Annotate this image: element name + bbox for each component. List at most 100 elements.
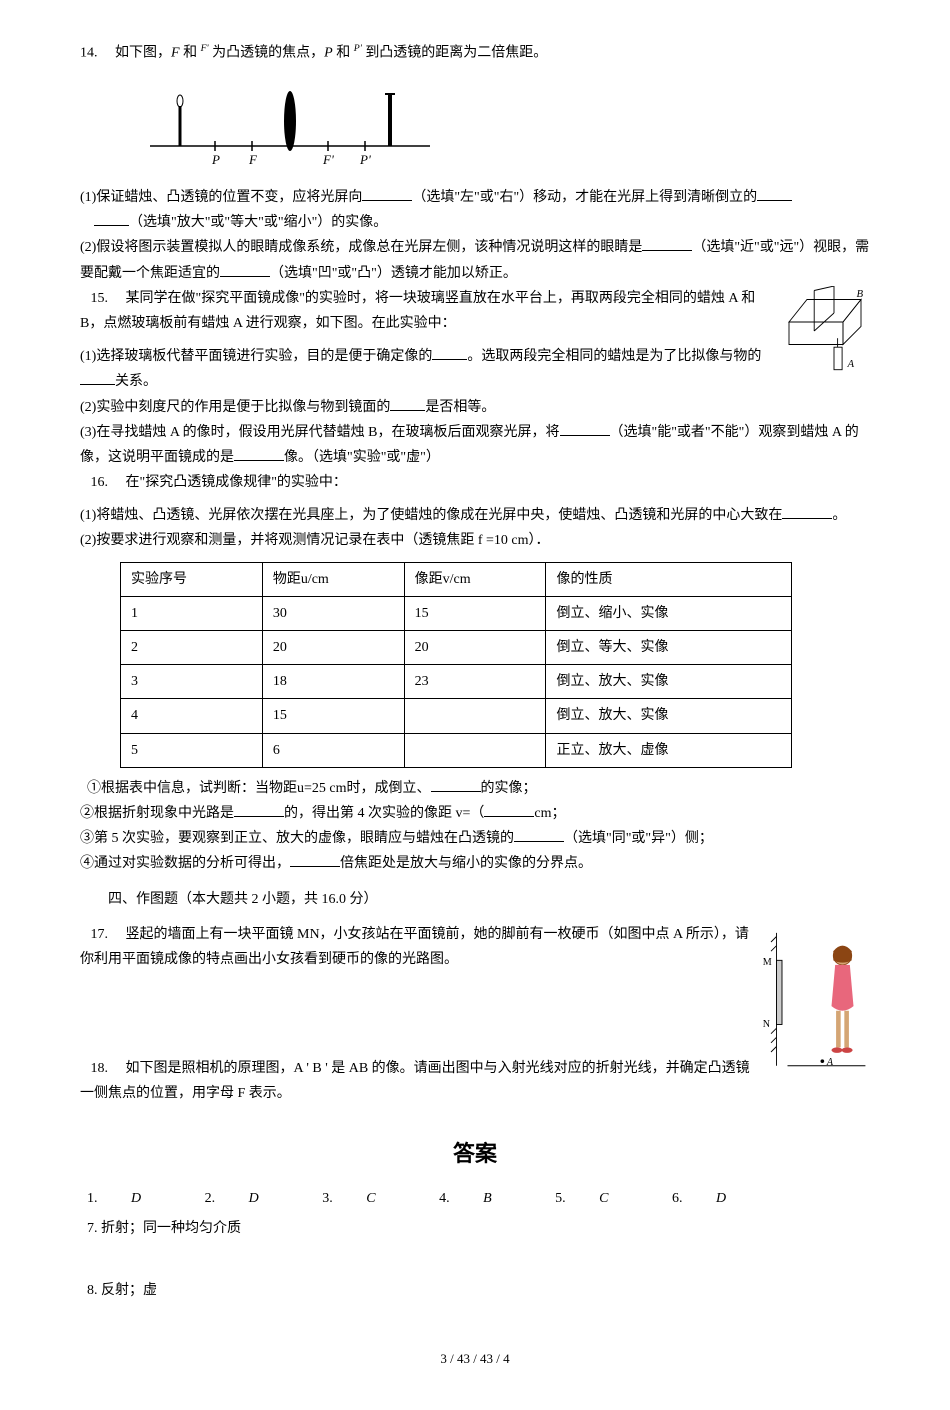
q14-mid: 为凸透镜的焦点， — [209, 46, 325, 61]
a8: 8. 反射；虚 — [87, 1283, 157, 1298]
q14-sub1: (1)保证蜡烛、凸透镜的位置不变，应将光屏向（选填"左"或"右"）移动，才能在光… — [80, 185, 870, 235]
blank — [432, 345, 467, 360]
q14-s2c: （选填"凹"或"凸"）透镜才能加以矫正。 — [270, 266, 517, 281]
q15-sub1: (1)选择玻璃板代替平面镜进行实验，目的是便于确定像的 。选取两段完全相同的蜡烛是… — [80, 344, 870, 394]
q16-intro: 在"探究凸透镜成像规律"的实验中： — [126, 475, 347, 490]
blank — [220, 262, 270, 277]
question-15: 15. 某同学在做"探究平面镜成像"的实验时，将一块玻璃竖直放在水平台上，再取两… — [80, 286, 870, 336]
a5: C — [599, 1191, 608, 1206]
q18-number: 18. — [91, 1061, 109, 1076]
table-row: 13015倒立、缩小、实像 — [121, 596, 792, 630]
blank — [234, 446, 284, 461]
q16-c4a: ④通过对实验数据的分析可得出， — [80, 856, 290, 871]
question-18: 18. 如下图是照相机的原理图，A ' B ' 是 AB 的像。请画出图中与入射… — [80, 1056, 870, 1106]
q16-c3: ③第 5 次实验，要观察到正立、放大的虚像，眼睛应与蜡烛在凸透镜的（选填"同"或… — [80, 826, 870, 851]
answers-block: 1. D 2. D 3. C 4. B 5. C 6. D 7. 折射；同一种均… — [80, 1184, 870, 1307]
blank — [290, 852, 340, 867]
label-fprime: F' — [322, 152, 334, 166]
q15-s2a: (2)实验中刻度尺的作用是便于比拟像与物到镜面的 — [80, 400, 390, 415]
blank — [642, 236, 692, 251]
q15-sub2: (2)实验中刻度尺的作用是便于比拟像与物到镜面的 是否相等。 — [80, 395, 870, 420]
q14-s1b: （选填"左"或"右"）移动，才能在光屏上得到清晰倒立的 — [412, 190, 757, 205]
q15-s1a: (1)选择玻璃板代替平面镜进行实验，目的是便于确定像的 — [80, 349, 432, 364]
q15-sub3: (3)在寻找蜡烛 A 的像时，假设用光屏代替蜡烛 B，在玻璃板后面观察光屏，将（… — [80, 420, 870, 470]
q15-number: 15. — [91, 291, 109, 306]
a7: 7. 折射；同一种均匀介质 — [87, 1221, 241, 1236]
a3n: 3. — [322, 1191, 333, 1206]
q15-s1c: 关系。 — [115, 374, 157, 389]
answers-title: 答案 — [80, 1134, 870, 1174]
q14-fprime: F' — [201, 43, 209, 54]
q14-p: P — [324, 46, 333, 61]
q14-and2: 和 — [333, 46, 354, 61]
a6n: 6. — [672, 1191, 683, 1206]
th-v: 像距v/cm — [404, 562, 546, 596]
q16-s1b: 。 — [832, 508, 846, 523]
a3: C — [366, 1191, 375, 1206]
blank — [484, 802, 534, 817]
table-header-row: 实验序号 物距u/cm 像距v/cm 像的性质 — [121, 562, 792, 596]
q14-and: 和 — [180, 46, 201, 61]
q17-text: 竖起的墙面上有一块平面镜 MN，小女孩站在平面镜前，她的脚前有一枚硬币（如图中点… — [80, 927, 749, 967]
label-p: P — [211, 152, 220, 166]
th-u: 物距u/cm — [262, 562, 404, 596]
svg-text:N: N — [763, 1019, 771, 1030]
blank — [514, 827, 564, 842]
q18-text: 如下图是照相机的原理图，A ' B ' 是 AB 的像。请画出图中与入射光线对应… — [80, 1061, 750, 1101]
q15-intro: 某同学在做"探究平面镜成像"的实验时，将一块玻璃竖直放在水平台上，再取两段完全相… — [80, 291, 755, 331]
svg-text:A: A — [847, 358, 855, 370]
q14-sub2: (2)假设将图示装置模拟人的眼睛成像系统，成像总在光屏左侧，该种情况说明这样的眼… — [80, 235, 870, 285]
label-pprime: P' — [359, 152, 371, 166]
q16-c4b: 倍焦距处是放大与缩小的实像的分界点。 — [340, 856, 592, 871]
answer-line-1: 1. D 2. D 3. C 4. B 5. C 6. D — [80, 1184, 870, 1215]
q16-c2a: ②根据折射现象中光路是 — [80, 806, 234, 821]
q16-c1a: ①根据表中信息，试判断：当物距u=25 cm时，成倒立、 — [87, 781, 431, 796]
q16-sub2: (2)按要求进行观察和测量，并将观测情况记录在表中（透镜焦距 f =10 cm）… — [80, 528, 870, 553]
question-16: 16. 在"探究凸透镜成像规律"的实验中： — [80, 470, 870, 495]
a2n: 2. — [205, 1191, 216, 1206]
blank — [431, 777, 481, 792]
q16-c3a: ③第 5 次实验，要观察到正立、放大的虚像，眼睛应与蜡烛在凸透镜的 — [80, 831, 514, 846]
q17-diagram: M N A — [760, 922, 870, 1081]
q15-s3a: (3)在寻找蜡烛 A 的像时，假设用光屏代替蜡烛 B，在玻璃板后面观察光屏，将 — [80, 425, 560, 440]
svg-text:M: M — [763, 957, 772, 968]
q15-diagram: A B — [780, 286, 870, 385]
answer-line-7: 7. 折射；同一种均匀介质 — [80, 1214, 870, 1245]
th-nature: 像的性质 — [546, 562, 791, 596]
q14-s1c: （选填"放大"或"等大"或"缩小"）的实像。 — [129, 215, 387, 230]
a4: B — [483, 1191, 492, 1206]
label-f: F — [248, 152, 258, 166]
blank — [560, 421, 610, 436]
q14-number: 14. — [80, 46, 98, 61]
q16-c1b: 的实像； — [481, 781, 537, 796]
a1: D — [131, 1191, 141, 1206]
q16-number: 16. — [91, 475, 109, 490]
a5n: 5. — [555, 1191, 566, 1206]
q16-c4: ④通过对实验数据的分析可得出， 倍焦距处是放大与缩小的实像的分界点。 — [80, 851, 870, 876]
section-4-title: 四、作图题（本大题共 2 小题，共 16.0 分） — [80, 887, 870, 912]
a2: D — [249, 1191, 259, 1206]
q16-c1: ①根据表中信息，试判断：当物距u=25 cm时，成倒立、 的实像； — [80, 776, 870, 801]
blank — [390, 396, 425, 411]
a4n: 4. — [439, 1191, 450, 1206]
blank — [362, 186, 412, 201]
table-row: 31823倒立、放大、实像 — [121, 665, 792, 699]
blank — [782, 504, 832, 519]
q14-f: F — [171, 46, 180, 61]
q15-s1b: 。选取两段完全相同的蜡烛是为了比拟像与物的 — [467, 349, 761, 364]
q17-number: 17. — [91, 927, 109, 942]
q16-c2: ②根据折射现象中光路是的，得出第 4 次实验的像距 v=（cm； — [80, 801, 870, 826]
q16-c2c: cm； — [534, 806, 565, 821]
blank — [234, 802, 284, 817]
question-17: 17. 竖起的墙面上有一块平面镜 MN，小女孩站在平面镜前，她的脚前有一枚硬币（… — [80, 922, 870, 972]
question-14: 14. 如下图，F 和 F' 为凸透镜的焦点，P 和 P' 到凸透镜的距离为二倍… — [80, 40, 870, 66]
a1n: 1. — [87, 1191, 98, 1206]
blank — [80, 370, 115, 385]
a6: D — [716, 1191, 726, 1206]
svg-text:B: B — [857, 288, 864, 300]
blank — [94, 211, 129, 226]
q15-s2b: 是否相等。 — [425, 400, 495, 415]
answer-line-8: 8. 反射；虚 — [80, 1276, 870, 1307]
th-seq: 实验序号 — [121, 562, 263, 596]
q14-intro-pre: 如下图， — [115, 46, 171, 61]
